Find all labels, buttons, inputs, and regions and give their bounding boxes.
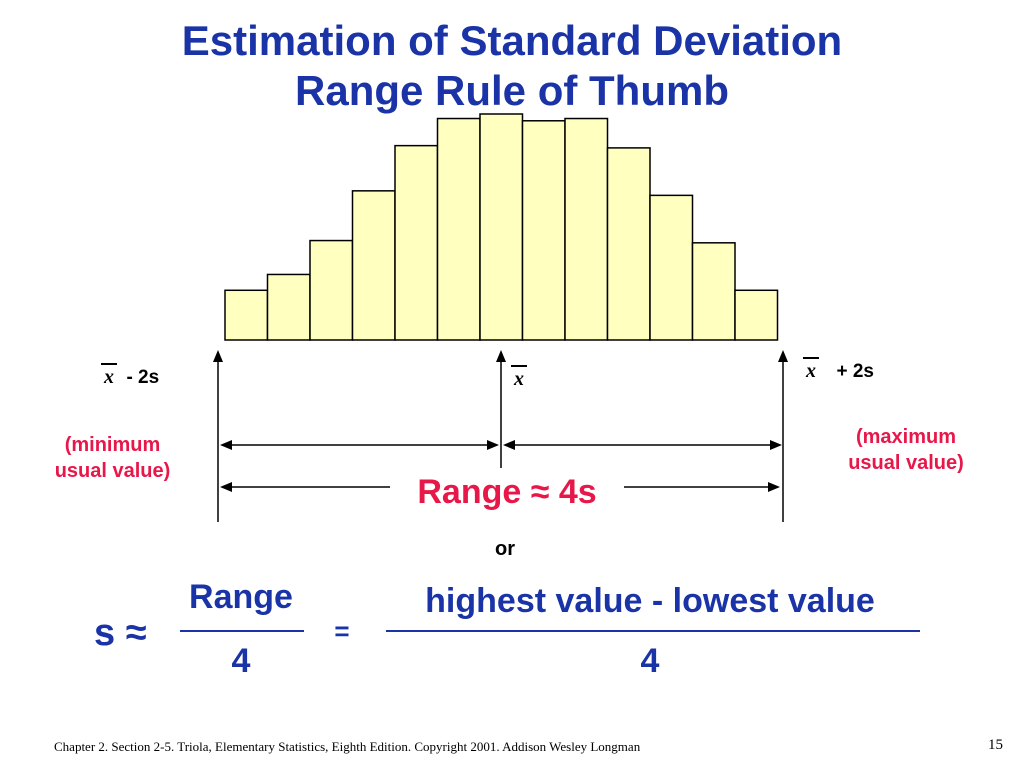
x-bar-symbol: x [511,365,527,390]
histogram-bar [649,194,694,341]
or-label: or [495,538,515,560]
histogram-bar [224,289,269,341]
histogram [224,113,779,341]
upper-bound-arrowhead [778,350,788,362]
range-approx-label: Range ≈ 4s [417,473,597,511]
histogram-bar [564,117,609,341]
boundary-lines [213,350,788,522]
lower-bound-arrowhead [213,350,223,362]
histogram-bar [309,239,354,341]
fraction2-bar [386,630,920,632]
fraction1-numerator: Range [189,578,293,616]
histogram-bar [266,273,311,341]
fraction1-bar [180,630,304,632]
histogram-bar [394,144,439,341]
histogram-bar [606,147,651,341]
histogram-bar [691,242,736,341]
slide-title-line2: Range Rule of Thumb [295,67,729,114]
histogram-bar [521,120,566,341]
maximum-note: (maximum usual value) [848,426,964,474]
range-arrow [220,482,780,492]
x-bar-symbol: x [803,357,819,382]
x-bar-symbol: x [101,363,117,388]
histogram-bar [436,117,481,341]
histogram-bar [479,113,524,341]
histogram-bar [734,289,779,341]
fraction2-denominator: 4 [640,642,660,680]
formula-lhs: s ≈ [94,612,147,654]
two-s-arrows [220,440,782,450]
footer-citation: Chapter 2. Section 2-5. Triola, Elementa… [54,739,641,754]
lower-bound-label: x - 2s [101,363,160,388]
mean-arrowhead [496,350,506,362]
slide-title-line1: Estimation of Standard Deviation [181,17,843,64]
histogram-bar [351,190,396,341]
page-number: 15 [988,737,1003,753]
fraction2-numerator: highest value - lowest value [425,582,875,620]
equals-sign: = [334,616,350,646]
upper-bound-label: x + 2s [803,357,874,382]
minimum-note: (minimum usual value) [54,434,171,482]
fraction1-denominator: 4 [231,642,251,680]
mean-label: x [511,365,527,391]
